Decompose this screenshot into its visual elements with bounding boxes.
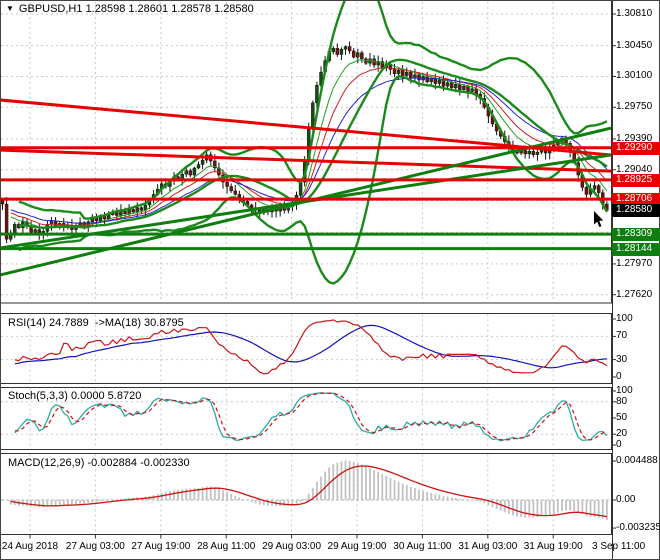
bollinger-bands: [18, 1, 608, 285]
main-chart-area: [1, 1, 609, 285]
rsi-plot: [14, 319, 608, 375]
trendlines[interactable]: [0, 98, 611, 277]
moving-average-lines: [10, 59, 608, 229]
stoch-plot: [14, 392, 608, 442]
axis-tick-marks: [29, 13, 616, 539]
support-resistance-lines[interactable]: [0, 146, 611, 251]
mouse-cursor: [594, 211, 604, 227]
macd-plot: [9, 460, 608, 520]
candlesticks: [1, 41, 609, 244]
